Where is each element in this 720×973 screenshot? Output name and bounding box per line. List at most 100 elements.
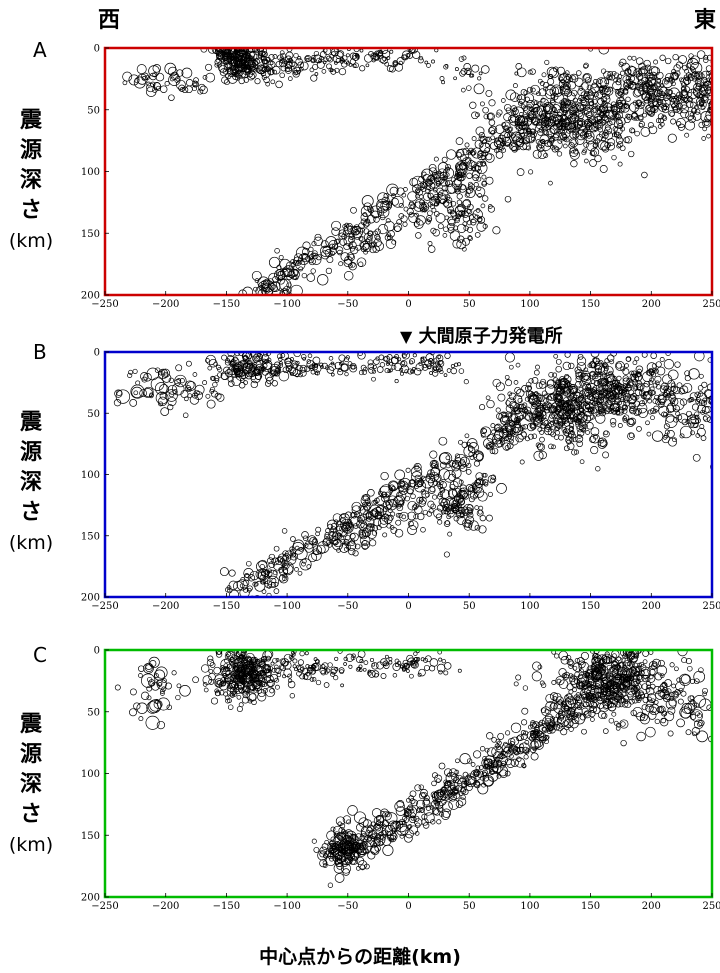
- data-point: [456, 239, 467, 250]
- data-point: [311, 550, 322, 561]
- data-point: [697, 391, 704, 397]
- data-point: [457, 497, 465, 506]
- data-point: [342, 815, 352, 824]
- data-point: [687, 58, 699, 70]
- data-point: [622, 377, 630, 385]
- data-point: [466, 490, 472, 496]
- x-tick-label: 150: [581, 601, 600, 612]
- data-point: [693, 695, 706, 708]
- data-point: [706, 71, 711, 76]
- data-point: [688, 53, 694, 59]
- data-point: [466, 208, 471, 214]
- data-point: [530, 131, 537, 139]
- data-point: [206, 399, 216, 409]
- data-point: [445, 772, 458, 784]
- data-point: [505, 730, 511, 736]
- data-point: [148, 393, 154, 399]
- data-point: [660, 718, 669, 727]
- data-point: [625, 356, 632, 362]
- data-point: [289, 372, 294, 376]
- data-point: [617, 88, 625, 95]
- data-point: [476, 160, 483, 168]
- data-point: [141, 673, 156, 688]
- data-point: [512, 107, 518, 113]
- data-point: [674, 361, 681, 368]
- data-point: [530, 393, 537, 401]
- data-point: [601, 384, 609, 392]
- data-point: [454, 168, 465, 178]
- data-point: [480, 160, 487, 167]
- data-point: [290, 536, 296, 542]
- data-point: [523, 90, 529, 96]
- data-point: [491, 439, 498, 445]
- data-point: [268, 54, 275, 61]
- data-point: [266, 592, 272, 597]
- data-point: [479, 404, 486, 411]
- data-point: [567, 430, 575, 438]
- data-point: [223, 55, 229, 62]
- data-point: [376, 525, 382, 531]
- data-point: [282, 564, 294, 576]
- data-point: [457, 506, 466, 514]
- data-point: [600, 141, 610, 151]
- data-point: [402, 221, 408, 227]
- data-point: [343, 844, 351, 851]
- data-point: [636, 426, 642, 432]
- data-point: [579, 380, 586, 387]
- data-point: [367, 205, 374, 212]
- data-point: [654, 375, 662, 383]
- data-point: [625, 113, 631, 119]
- data-point: [578, 86, 584, 91]
- data-point: [626, 65, 636, 75]
- data-point: [551, 680, 557, 685]
- data-point: [428, 163, 437, 172]
- data-point: [360, 205, 372, 217]
- data-point: [243, 53, 249, 60]
- data-point: [645, 681, 651, 686]
- panel-title-a: A: [33, 38, 47, 62]
- data-point: [429, 177, 441, 189]
- data-point: [614, 113, 620, 119]
- data-point: [366, 516, 372, 522]
- data-point: [618, 408, 624, 414]
- data-point: [303, 543, 309, 548]
- y-tick-label: 100: [81, 470, 100, 481]
- data-point: [401, 352, 410, 360]
- data-point: [462, 771, 469, 778]
- data-point: [563, 671, 570, 679]
- data-point: [486, 433, 495, 442]
- data-point: [601, 137, 606, 142]
- data-point: [268, 561, 276, 568]
- data-point: [417, 672, 422, 677]
- data-point: [553, 119, 559, 125]
- data-point: [213, 666, 221, 675]
- data-point: [508, 131, 514, 137]
- data-point: [662, 435, 668, 440]
- data-point: [460, 794, 466, 800]
- data-point: [348, 233, 355, 240]
- data-point: [406, 669, 410, 673]
- data-point: [557, 412, 563, 418]
- data-point: [330, 666, 338, 674]
- data-point: [410, 466, 423, 478]
- data-point: [345, 53, 350, 58]
- data-point: [556, 151, 563, 157]
- data-point: [444, 508, 451, 515]
- data-point: [604, 116, 610, 122]
- data-point: [532, 149, 542, 159]
- data-point: [479, 101, 485, 107]
- data-point: [273, 369, 281, 377]
- data-point: [483, 481, 489, 487]
- data-point: [394, 528, 404, 538]
- data-point: [613, 406, 619, 412]
- data-point: [454, 453, 467, 467]
- data-point: [295, 57, 303, 66]
- data-point: [382, 844, 394, 856]
- data-point: [623, 387, 629, 392]
- data-point: [693, 422, 699, 429]
- data-point: [621, 700, 629, 708]
- data-point: [488, 99, 496, 107]
- data-point: [373, 53, 381, 61]
- data-point: [621, 62, 630, 72]
- data-point: [258, 559, 268, 569]
